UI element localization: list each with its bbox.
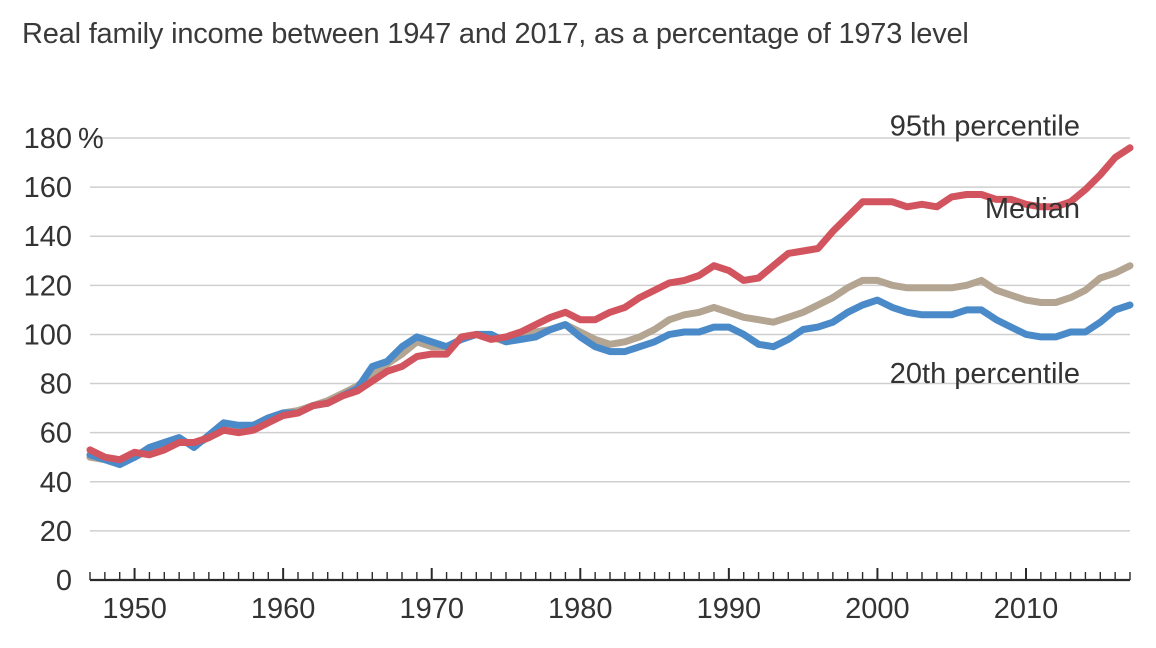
x-axis: 1950 1960 1970 1980 1990 2000 2010 bbox=[89, 568, 1131, 625]
x-tick-label-2000: 2000 bbox=[845, 593, 910, 625]
y-tick-label-40: 40 bbox=[40, 467, 72, 499]
series-label-95th-percentile: 95th percentile bbox=[890, 111, 1080, 143]
y-tick-label-100: 100 bbox=[24, 319, 72, 351]
y-tick-label-80: 80 bbox=[40, 369, 72, 401]
x-tick-label-1960: 1960 bbox=[251, 593, 316, 625]
series-line-95th-percentile bbox=[86, 144, 1134, 464]
x-tick-label-2010: 2010 bbox=[994, 593, 1059, 625]
y-axis: 0 20 40 60 80 100 120 140 160 180% bbox=[24, 123, 104, 597]
y-tick-label-60: 60 bbox=[40, 418, 72, 450]
series-line-20th-percentile bbox=[86, 296, 1134, 469]
y-tick-label-140: 140 bbox=[24, 221, 72, 253]
y-tick-label-0: 0 bbox=[56, 565, 72, 597]
series-label-20th-percentile: 20th percentile bbox=[890, 358, 1080, 390]
y-unit-suffix: % bbox=[78, 123, 104, 155]
x-tick-label-1990: 1990 bbox=[697, 593, 762, 625]
chart-title: Real family income between 1947 and 2017… bbox=[22, 18, 969, 50]
y-tick-label-20: 20 bbox=[40, 516, 72, 548]
y-tick-label-180: 180 bbox=[24, 123, 72, 155]
x-tick-label-1970: 1970 bbox=[399, 593, 464, 625]
grid-layer bbox=[90, 137, 1130, 532]
y-tick-label-120: 120 bbox=[24, 270, 72, 302]
y-tick-label-160: 160 bbox=[24, 172, 72, 204]
x-tick-label-1980: 1980 bbox=[548, 593, 613, 625]
series-layer bbox=[86, 144, 1134, 469]
series-label-median: Median bbox=[985, 193, 1080, 225]
x-tick-label-1950: 1950 bbox=[102, 593, 167, 625]
annotation-layer: 95th percentile Median 20th percentile bbox=[890, 111, 1080, 390]
